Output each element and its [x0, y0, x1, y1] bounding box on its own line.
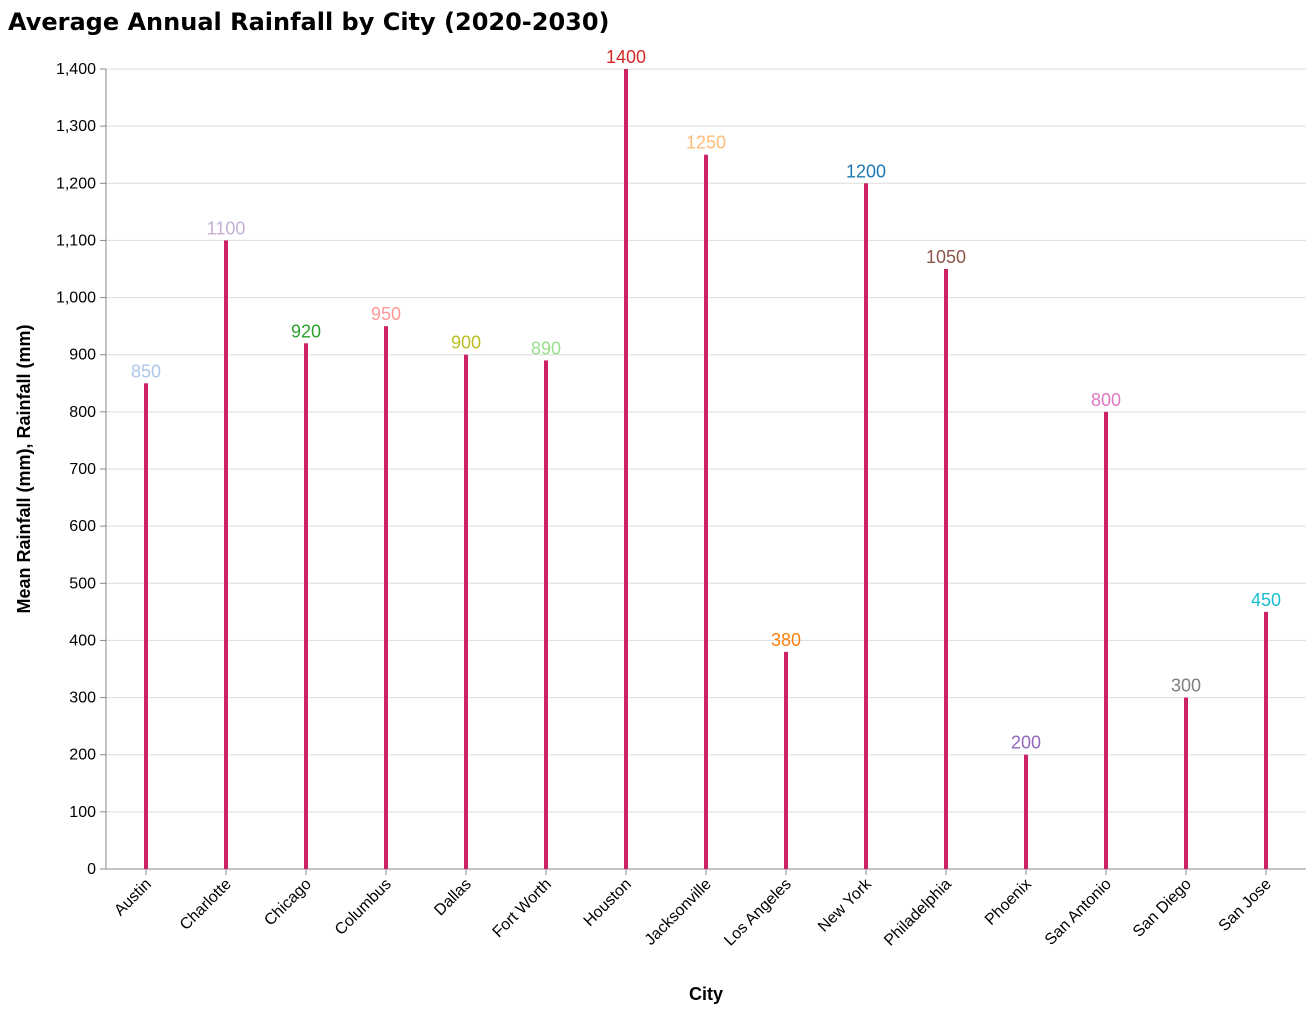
x-tick-label: San Antonio	[1042, 876, 1115, 949]
x-tick-label: Phoenix	[982, 876, 1035, 929]
y-tick-label: 300	[69, 690, 96, 707]
data-label: 450	[1251, 590, 1281, 610]
x-tick-label: Philadelphia	[881, 876, 955, 950]
data-label: 1050	[926, 247, 966, 267]
bar	[144, 383, 148, 869]
data-label: 890	[531, 338, 561, 358]
x-tick-label: San Diego	[1130, 876, 1195, 941]
y-tick-label: 900	[69, 347, 96, 364]
bar	[384, 326, 388, 870]
data-label: 300	[1171, 676, 1201, 696]
bar	[544, 360, 548, 869]
bar	[624, 69, 628, 869]
x-tick-label: Charlotte	[177, 876, 235, 934]
x-tick-label: Jacksonville	[642, 876, 715, 949]
y-tick-label: 500	[69, 575, 96, 592]
bar	[864, 183, 868, 870]
x-tick-label: Austin	[111, 876, 154, 919]
y-tick-label: 1,300	[56, 118, 96, 135]
x-tick-label: Houston	[581, 876, 635, 930]
x-tick-label: Dallas	[431, 876, 474, 919]
data-labels: 850 1100 920 950 900 890 1400 1250 380 1200 1050 20…	[131, 47, 1281, 753]
data-label: 200	[1011, 733, 1041, 753]
y-tick-label: 1,100	[56, 232, 96, 249]
y-tick-label: 1,000	[56, 290, 96, 307]
bars	[144, 69, 1268, 870]
data-label: 1250	[686, 133, 726, 153]
y-tick-label: 700	[69, 461, 96, 478]
bar	[464, 354, 468, 869]
x-tick-label: Chicago	[261, 876, 315, 930]
x-tick-label: Los Angeles	[721, 876, 795, 950]
data-label: 950	[371, 304, 401, 324]
x-tick-label: Fort Worth	[490, 876, 555, 941]
x-tick-label: San Jose	[1216, 876, 1275, 935]
bar	[1264, 611, 1268, 869]
data-label: 900	[451, 333, 481, 353]
chart-title: Average Annual Rainfall by City (2020-20…	[8, 8, 610, 36]
data-label: 850	[131, 361, 161, 381]
bar	[304, 343, 308, 869]
data-label: 1100	[207, 218, 246, 238]
bar	[1024, 754, 1028, 869]
y-tick-label: 1,200	[56, 175, 96, 192]
y-tick-label: 400	[69, 632, 96, 649]
y-axis-title: Mean Rainfall (mm), Rainfall (mm)	[14, 324, 34, 613]
data-label: 380	[771, 630, 801, 650]
y-tick-label: 100	[69, 804, 96, 821]
data-label: 1400	[606, 47, 646, 67]
data-label: 800	[1091, 390, 1121, 410]
y-tick-label: 0	[87, 861, 96, 878]
x-tick-label: New York	[815, 875, 876, 936]
y-tick-label: 200	[69, 747, 96, 764]
y-tick-label: 1,400	[56, 61, 96, 78]
bar	[224, 240, 228, 869]
data-label: 920	[291, 321, 321, 341]
y-tick-label: 800	[69, 404, 96, 421]
x-axis: Austin Charlotte Chicago Columbus Dallas Fort…	[106, 868, 1306, 950]
bar	[1104, 411, 1108, 869]
y-axis: 0 100 200 300 400 500 600 700 800 900 1,000 1,100 1,…	[56, 61, 107, 878]
data-label: 1200	[846, 161, 886, 181]
x-axis-title: City	[689, 984, 723, 1004]
bar	[1184, 697, 1188, 869]
bar	[944, 269, 948, 869]
y-tick-label: 600	[69, 518, 96, 535]
bar	[704, 154, 708, 869]
x-tick-label: Columbus	[332, 876, 395, 939]
bar	[784, 651, 788, 869]
